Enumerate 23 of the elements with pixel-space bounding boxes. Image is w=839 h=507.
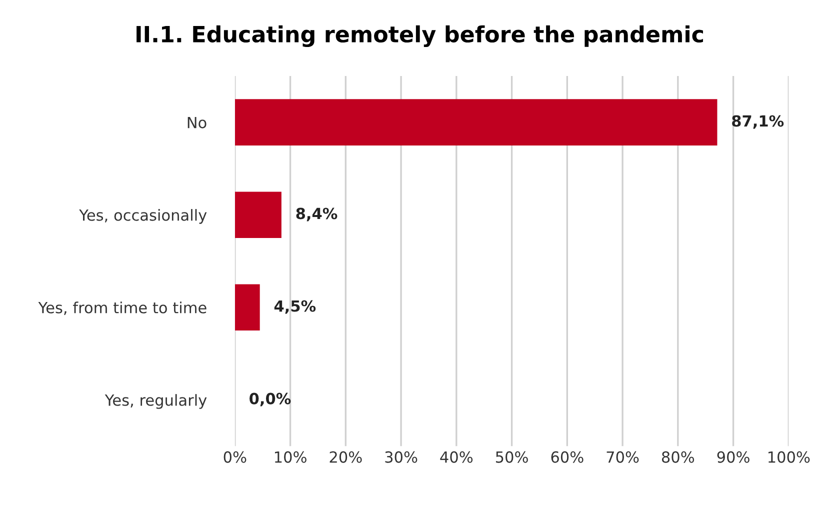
y-tick-label: Yes, occasionally [79, 209, 207, 224]
x-tick-label: 50% [496, 451, 528, 463]
x-tick-label: 40% [440, 451, 473, 463]
x-tick-label: 70% [606, 451, 639, 463]
y-tick-label: Yes, regularly [104, 394, 207, 409]
bar [234, 99, 718, 146]
bar [234, 192, 282, 238]
x-tick-label: 90% [717, 451, 750, 463]
y-tick-label: Yes, from time to time [38, 302, 206, 315]
x-tick-label: 0% [224, 451, 246, 463]
data-label: 8,4% [296, 208, 338, 222]
chart-title: II.1. Educating remotely before the pandemic [136, 25, 703, 48]
data-label: 87,1% [732, 115, 784, 129]
x-tick-label: 100% [768, 451, 810, 463]
x-tick-label: 60% [551, 451, 584, 463]
data-label: 0,0% [250, 392, 291, 406]
y-tick-label: No [188, 116, 206, 128]
x-tick-label: 80% [662, 451, 694, 463]
x-tick-label: 10% [274, 451, 306, 463]
x-tick-label: 20% [330, 451, 362, 463]
x-tick-label: 30% [385, 451, 418, 463]
data-label: 4,5% [274, 300, 316, 314]
bar [234, 284, 260, 330]
